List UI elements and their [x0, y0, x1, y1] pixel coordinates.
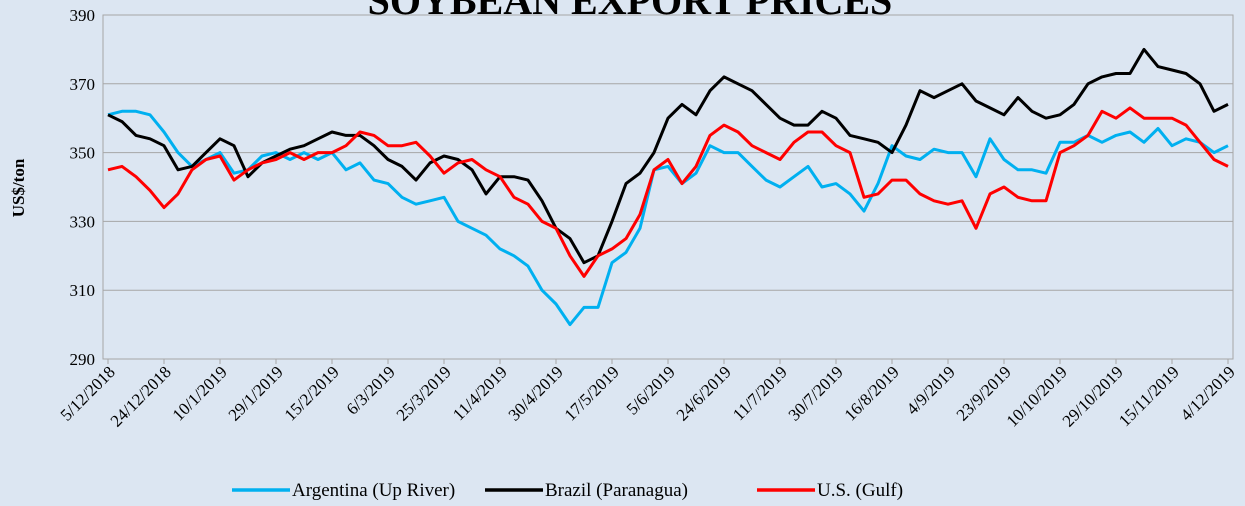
y-axis-label: US$/ton: [9, 158, 28, 217]
y-tick-label: 310: [70, 281, 96, 300]
legend-label: Argentina (Up River): [292, 480, 455, 501]
chart-title: SOYBEAN EXPORT PRICES: [368, 0, 893, 23]
y-tick-label: 290: [70, 350, 96, 369]
y-tick-label: 350: [70, 144, 96, 163]
y-tick-label: 370: [70, 75, 96, 94]
series-line: [107, 109, 1229, 327]
legend-label: Brazil (Paranagua): [545, 480, 688, 501]
series-line: [107, 106, 1229, 278]
series-line: [107, 47, 1229, 265]
legend-label: U.S. (Gulf): [817, 480, 903, 501]
y-tick-label: 330: [70, 212, 96, 231]
y-tick-label: 390: [70, 6, 96, 25]
